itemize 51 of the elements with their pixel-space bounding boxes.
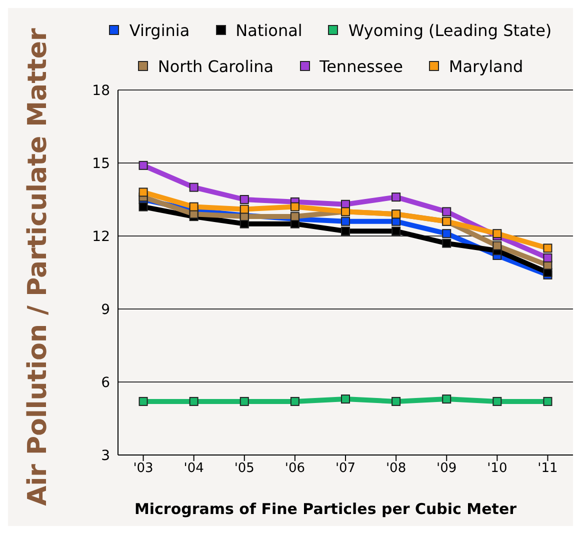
x-tick-label: '07 (335, 461, 356, 476)
point (290, 396, 300, 406)
legend-label: National (234, 20, 302, 40)
point (341, 226, 350, 236)
legend-label: Maryland (448, 56, 524, 76)
legend-label: Wyoming (Leading State) (347, 20, 552, 40)
point (492, 396, 502, 406)
y-tick-label: 6 (101, 374, 110, 391)
x-axis-title: Micrograms of Fine Particles per Cubic Meter (133, 500, 518, 518)
x-tick-label: '09 (436, 461, 457, 476)
point (138, 188, 148, 197)
point (392, 396, 401, 406)
x-tick-label: '08 (386, 461, 406, 476)
point (138, 202, 148, 212)
point (442, 207, 452, 216)
x-tick-label: '06 (284, 461, 306, 476)
legend-label: Tennessee (318, 56, 403, 76)
point (442, 229, 452, 238)
point (290, 202, 300, 212)
x-tick-label: '04 (184, 461, 204, 476)
point (189, 396, 198, 406)
y-tick-label: 9 (101, 302, 110, 318)
legend-label: Virginia (128, 20, 190, 40)
point (341, 216, 350, 226)
point (492, 229, 502, 238)
point (392, 226, 401, 236)
point (442, 238, 452, 248)
point (442, 394, 452, 404)
point (189, 182, 198, 192)
x-tick-label: '05 (234, 461, 254, 476)
point (543, 396, 552, 406)
point (240, 396, 249, 406)
x-tick-label: '11 (538, 461, 558, 476)
y-axis-title: Air Pollution / Particulate Matter (23, 28, 54, 506)
point (240, 204, 249, 214)
legend-label: North Carolina (156, 56, 274, 76)
point (543, 244, 552, 253)
x-tick-label: '03 (133, 461, 154, 476)
point (138, 396, 148, 406)
x-tick-label: '10 (487, 461, 508, 476)
point (240, 195, 249, 204)
y-tick-label: 15 (92, 156, 110, 172)
point (341, 394, 350, 404)
point (492, 241, 502, 250)
point (138, 160, 148, 170)
y-tick-label: 18 (92, 82, 110, 99)
point (543, 253, 552, 262)
y-tick-label: 12 (92, 228, 110, 245)
point (189, 202, 198, 212)
y-tick-label: 3 (101, 448, 110, 464)
point (392, 192, 401, 202)
